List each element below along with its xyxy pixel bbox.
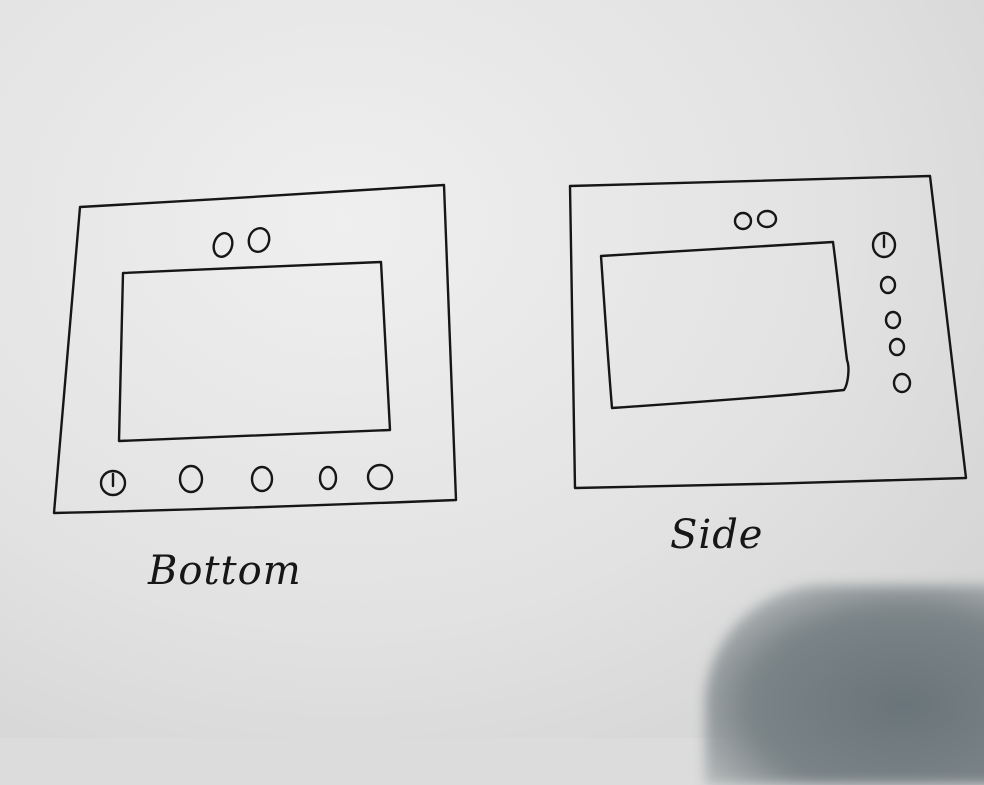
bottom-indicator-left xyxy=(212,232,234,258)
bottom-button-1 xyxy=(178,464,204,494)
bottom-indicator-right xyxy=(247,226,271,254)
bottom-button-3 xyxy=(318,465,338,491)
side-button-2 xyxy=(884,310,902,330)
side-power-icon xyxy=(871,231,897,259)
bottom-power-icon xyxy=(99,469,127,497)
bottom-layout-sketch xyxy=(52,183,458,515)
sketch-drawing xyxy=(52,174,968,515)
side-device-frame xyxy=(568,174,968,490)
bottom-device-frame xyxy=(52,183,458,515)
side-indicator-left xyxy=(733,211,753,231)
side-button-4 xyxy=(892,372,912,394)
bottom-button-2 xyxy=(250,465,274,493)
bottom-screen xyxy=(117,260,392,443)
side-caption: Side xyxy=(670,512,764,558)
side-button-3 xyxy=(888,337,906,357)
bottom-caption: Bottom xyxy=(148,548,302,594)
side-button-1 xyxy=(879,275,897,295)
side-screen xyxy=(599,240,850,410)
side-layout-sketch xyxy=(568,174,968,490)
side-indicator-right xyxy=(756,209,778,229)
bottom-button-4 xyxy=(366,463,394,491)
